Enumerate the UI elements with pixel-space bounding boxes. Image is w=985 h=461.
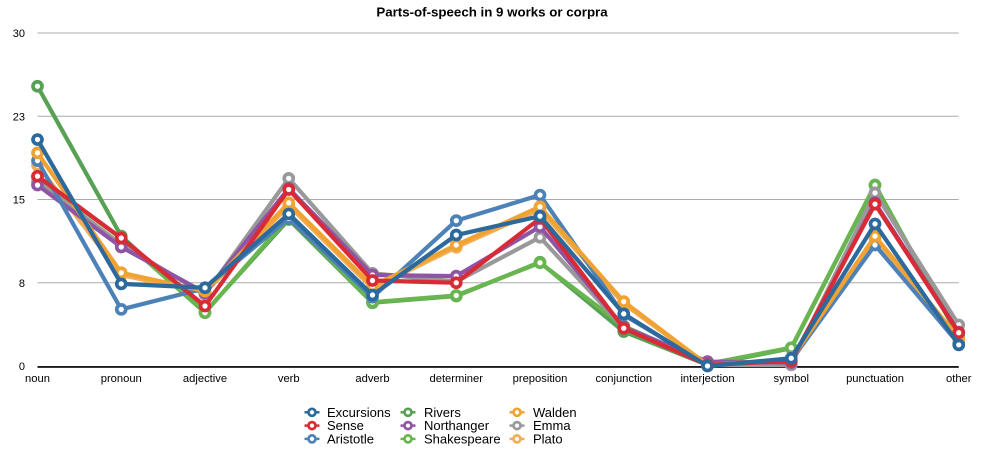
svg-text:Plato: Plato [533, 432, 563, 447]
svg-text:Sense: Sense [327, 418, 364, 433]
svg-text:interjection: interjection [680, 373, 734, 385]
svg-text:Shakespeare: Shakespeare [424, 432, 501, 447]
svg-text:Excursions: Excursions [327, 405, 391, 420]
svg-text:Walden: Walden [533, 405, 577, 420]
svg-text:Emma: Emma [533, 418, 571, 433]
svg-text:30: 30 [13, 28, 25, 40]
svg-text:noun: noun [25, 373, 50, 385]
svg-text:punctuation: punctuation [846, 373, 904, 385]
svg-text:adverb: adverb [355, 373, 389, 385]
svg-text:0: 0 [19, 361, 25, 373]
svg-text:23: 23 [13, 111, 25, 123]
svg-text:pronoun: pronoun [101, 373, 142, 385]
svg-text:symbol: symbol [774, 373, 809, 385]
svg-text:other: other [946, 373, 972, 385]
svg-text:conjunction: conjunction [595, 373, 652, 385]
svg-text:Northanger: Northanger [424, 418, 490, 433]
svg-text:Aristotle: Aristotle [327, 432, 374, 447]
svg-text:8: 8 [19, 278, 25, 290]
svg-text:determiner: determiner [430, 373, 484, 385]
svg-text:adjective: adjective [183, 373, 227, 385]
svg-text:Parts-of-speech in 9 works or: Parts-of-speech in 9 works or corpra [376, 5, 608, 20]
svg-text:preposition: preposition [513, 373, 568, 385]
svg-text:verb: verb [278, 373, 300, 385]
svg-text:15: 15 [13, 195, 25, 207]
svg-text:Rivers: Rivers [424, 405, 461, 420]
